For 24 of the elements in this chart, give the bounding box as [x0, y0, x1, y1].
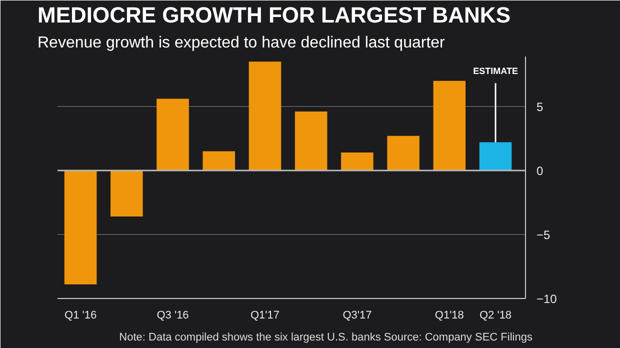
x-tick-label: Q1 '16: [64, 310, 97, 322]
x-tick-label: Q3 '16: [156, 310, 189, 322]
bar: [387, 136, 420, 170]
bar: [341, 152, 374, 170]
y-tick-label: 0: [536, 164, 544, 178]
x-tick-label: Q1'17: [250, 310, 280, 322]
bar: [479, 142, 512, 170]
y-tick-label: −5: [536, 228, 551, 242]
y-tick-label: 5: [536, 100, 544, 114]
bar: [248, 62, 282, 170]
x-tick-label: Q3'17: [342, 310, 372, 322]
x-tick-label: Q1'18: [434, 310, 464, 322]
bar: [202, 151, 236, 170]
chart-title: MEDIOCRE GROWTH FOR LARGEST BANKS: [38, 2, 510, 28]
bar: [433, 80, 466, 170]
annotation: ESTIMATE: [473, 66, 518, 76]
bar: [294, 112, 328, 170]
x-tick-label: Q2 '18: [479, 310, 512, 322]
chart-subtitle: Revenue growth is expected to have declined last quarter: [38, 34, 446, 52]
text: Note: Data compiled shows the six largest U.S. banks Source: Company SEC Filings: [119, 332, 533, 344]
bar: [64, 170, 97, 284]
bar: [110, 170, 143, 217]
bar: [156, 98, 189, 170]
y-tick-label: −10: [536, 292, 558, 306]
